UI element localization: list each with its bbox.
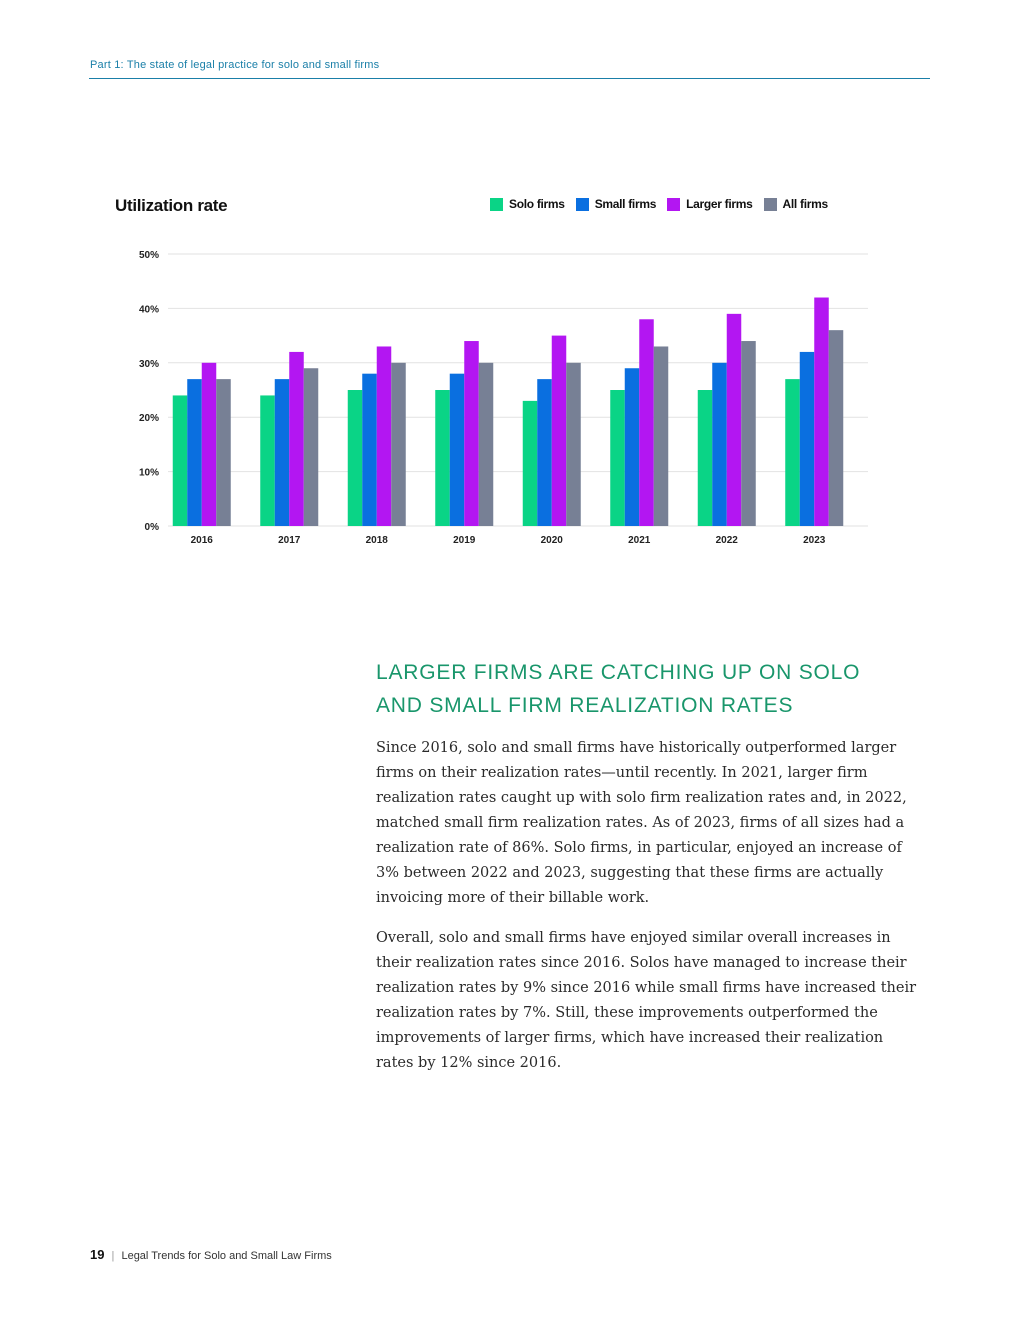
bar bbox=[537, 379, 552, 526]
x-tick-label: 2023 bbox=[803, 535, 826, 546]
legend-item-all: All firms bbox=[763, 197, 829, 211]
bar bbox=[726, 313, 742, 526]
bar bbox=[274, 379, 290, 526]
bar bbox=[799, 351, 815, 526]
bar bbox=[741, 341, 756, 526]
bar bbox=[624, 368, 640, 526]
legend-label-solo: Solo firms bbox=[509, 197, 565, 211]
bar bbox=[376, 346, 392, 526]
section-heading-line-2: AND SMALL FIRM REALIZATION RATES bbox=[376, 694, 794, 717]
bar bbox=[303, 368, 319, 526]
bar bbox=[435, 390, 450, 526]
header-divider bbox=[89, 78, 930, 79]
x-tick-label: 2022 bbox=[716, 535, 739, 546]
legend-swatch-solo bbox=[490, 197, 503, 211]
legend-swatch-larger bbox=[667, 197, 681, 211]
legend-swatch-all bbox=[763, 197, 777, 211]
page-footer: 19 | Legal Trends for Solo and Small Law… bbox=[90, 1247, 332, 1262]
bar bbox=[449, 373, 465, 526]
y-tick-label: 40% bbox=[139, 304, 159, 315]
bar bbox=[639, 319, 654, 526]
legend-item-larger: Larger firms bbox=[667, 197, 753, 211]
bar bbox=[260, 395, 275, 526]
x-tick-label: 2020 bbox=[541, 535, 564, 546]
x-tick-label: 2018 bbox=[366, 535, 389, 546]
bar bbox=[201, 362, 217, 526]
legend-label-larger: Larger firms bbox=[686, 197, 753, 211]
utilization-chart: 0% 10% 20% 30% 40% 50% 2016 2017 2018 2019 2020 202… bbox=[100, 185, 900, 565]
bar bbox=[551, 335, 567, 526]
publication-title: Legal Trends for Solo and Small Law Firm… bbox=[121, 1250, 332, 1262]
chart-title: Utilization rate bbox=[115, 196, 228, 215]
bar bbox=[187, 379, 202, 526]
body-paragraph-1: Since 2016, solo and small firms have hi… bbox=[376, 740, 907, 906]
y-tick-label: 0% bbox=[145, 522, 160, 533]
legend-swatch-small bbox=[575, 197, 589, 211]
bar bbox=[653, 346, 669, 526]
y-tick-label: 30% bbox=[139, 359, 159, 370]
x-tick-label: 2016 bbox=[191, 535, 214, 546]
section-heading-line-1: LARGER FIRMS ARE CATCHING UP ON SOLO bbox=[376, 661, 861, 684]
bar bbox=[391, 362, 406, 526]
y-tick-label: 50% bbox=[139, 250, 159, 261]
bar bbox=[712, 362, 727, 526]
y-tick-label: 20% bbox=[139, 413, 159, 424]
x-tick-label: 2019 bbox=[453, 535, 476, 546]
bar bbox=[216, 379, 231, 526]
legend-item-solo: Solo firms bbox=[490, 197, 565, 211]
bar bbox=[478, 362, 494, 526]
bar bbox=[814, 297, 829, 526]
bar bbox=[172, 395, 188, 526]
bar bbox=[566, 362, 581, 526]
bar bbox=[785, 379, 800, 526]
bar bbox=[464, 341, 479, 526]
page-number: 19 bbox=[90, 1247, 105, 1262]
x-tick-label: 2017 bbox=[278, 535, 301, 546]
chart-legend: Solo firms Small firms Larger firms All … bbox=[490, 197, 828, 211]
bar bbox=[362, 373, 377, 526]
running-head: Part 1: The state of legal practice for … bbox=[90, 59, 380, 71]
legend-item-small: Small firms bbox=[575, 197, 657, 211]
body-paragraph-2: Overall, solo and small firms have enjoy… bbox=[376, 930, 917, 1071]
legend-label-small: Small firms bbox=[594, 197, 657, 211]
section-heading: LARGER FIRMS ARE CATCHING UP ON SOLO AND… bbox=[376, 656, 936, 722]
legend-label-all: All firms bbox=[782, 197, 829, 211]
bar bbox=[610, 390, 625, 526]
bar bbox=[522, 400, 538, 526]
bar bbox=[828, 330, 844, 526]
y-tick-label: 10% bbox=[139, 468, 159, 479]
x-tick-label: 2021 bbox=[628, 535, 651, 546]
bar bbox=[289, 351, 304, 526]
footer-separator: | bbox=[111, 1250, 115, 1262]
chart-svg: 0% 10% 20% 30% 40% 50% 2016 2017 2018 2019 2020 202… bbox=[139, 250, 868, 546]
bar bbox=[697, 390, 713, 526]
bar bbox=[347, 390, 363, 526]
